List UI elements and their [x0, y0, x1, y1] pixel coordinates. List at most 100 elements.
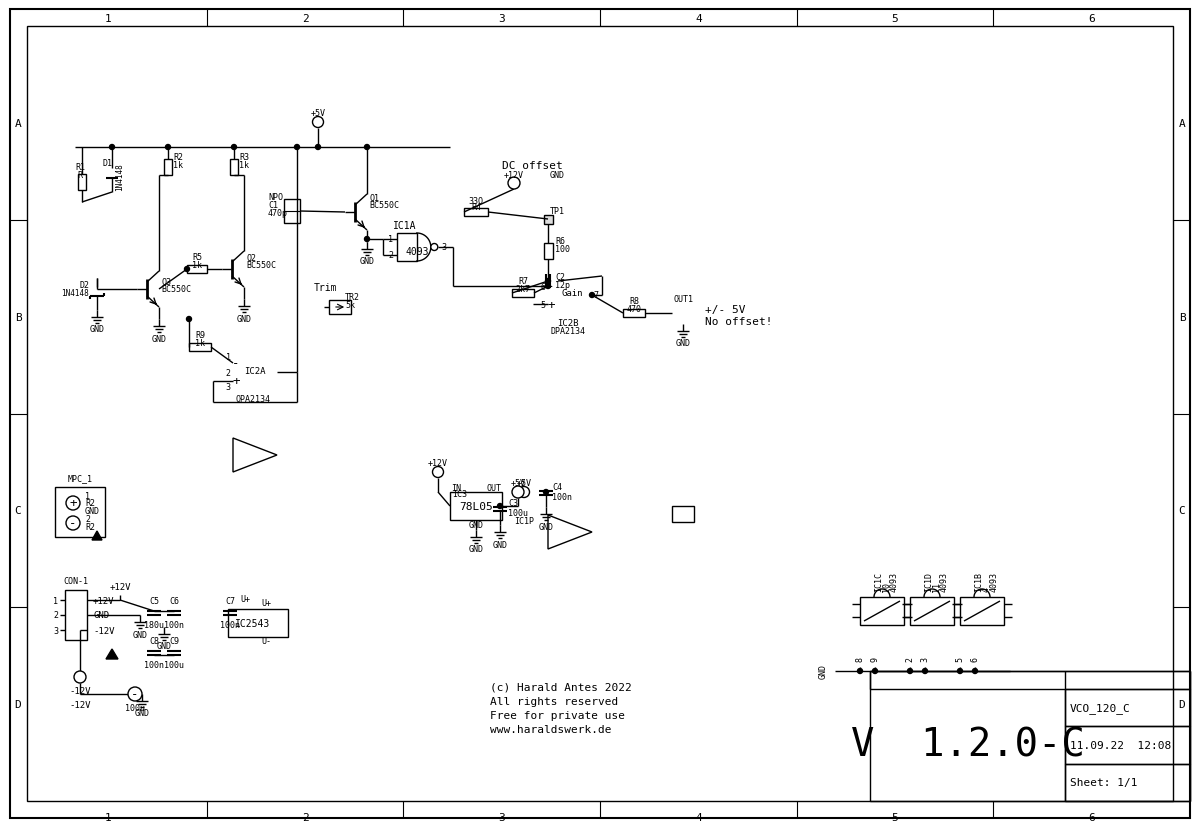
Text: 8: 8	[856, 657, 864, 662]
Circle shape	[431, 244, 438, 251]
Circle shape	[518, 487, 529, 498]
Text: C5: C5	[149, 597, 160, 606]
Bar	[450, 493, 502, 520]
Text: 1N4148: 1N4148	[115, 163, 124, 190]
Text: VCO_120_C: VCO_120_C	[1070, 702, 1130, 713]
Text: +12V: +12V	[504, 171, 524, 180]
Circle shape	[66, 497, 80, 510]
Text: R2: R2	[85, 522, 95, 531]
Bar	[860, 597, 904, 625]
Circle shape	[316, 146, 320, 151]
Circle shape	[923, 669, 928, 674]
Text: -12V: -12V	[94, 626, 114, 635]
Text: C9: C9	[169, 637, 179, 646]
Text: C: C	[1178, 506, 1186, 516]
Bar	[1066, 689, 1190, 726]
Bar	[870, 672, 1190, 801]
Text: 1N4148: 1N4148	[61, 288, 89, 297]
Text: 6: 6	[1088, 812, 1096, 822]
Text: B: B	[1178, 312, 1186, 322]
Text: 11: 11	[932, 581, 941, 591]
Text: IC1C: IC1C	[874, 571, 883, 591]
Bar	[164, 160, 172, 176]
Text: Q1: Q1	[370, 193, 379, 202]
Text: 10: 10	[882, 581, 892, 591]
Text: 5: 5	[955, 657, 965, 662]
Text: NPO: NPO	[268, 193, 283, 202]
Text: +: +	[547, 298, 554, 311]
Text: 470p: 470p	[268, 209, 288, 219]
Bar	[870, 672, 1190, 689]
Text: GND: GND	[550, 171, 564, 180]
Text: 4093: 4093	[940, 571, 949, 591]
Text: 12p: 12p	[556, 282, 570, 290]
Bar	[230, 160, 238, 176]
Text: 2: 2	[85, 514, 90, 522]
Text: MPC_1: MPC_1	[67, 474, 92, 483]
Text: BC550C: BC550C	[246, 261, 276, 270]
Text: -: -	[547, 280, 554, 293]
Text: No offset!: No offset!	[706, 316, 773, 326]
Text: D: D	[1178, 700, 1186, 710]
Text: R2: R2	[173, 153, 184, 162]
Text: U-: U-	[262, 637, 271, 646]
Bar	[65, 590, 88, 640]
Text: -12V: -12V	[70, 700, 91, 710]
Text: GND: GND	[820, 664, 828, 679]
Circle shape	[512, 486, 524, 498]
Text: OPA2134: OPA2134	[235, 394, 270, 403]
Text: R6: R6	[556, 237, 565, 246]
Text: BC550C: BC550C	[370, 201, 400, 210]
Text: 2: 2	[301, 812, 308, 822]
Text: U+: U+	[240, 595, 250, 604]
Text: 2: 2	[301, 14, 308, 24]
Text: C: C	[14, 506, 22, 516]
Text: IC3: IC3	[452, 490, 467, 499]
Text: Sheet: 1/1: Sheet: 1/1	[1070, 777, 1138, 787]
Text: C4: C4	[552, 483, 562, 492]
Circle shape	[546, 279, 551, 284]
Text: +5V: +5V	[510, 479, 526, 488]
Text: OUT1: OUT1	[673, 294, 694, 303]
Text: 3: 3	[442, 243, 446, 253]
Text: DPA2134: DPA2134	[551, 327, 586, 336]
Text: 4093: 4093	[890, 571, 899, 591]
Text: GND: GND	[132, 630, 148, 638]
Text: 9: 9	[870, 657, 880, 662]
Text: R5: R5	[192, 253, 202, 262]
Text: 4: 4	[695, 14, 702, 24]
Circle shape	[858, 669, 863, 674]
Text: C2: C2	[556, 272, 565, 282]
Text: R3: R3	[239, 153, 250, 162]
Text: OUT: OUT	[486, 484, 502, 493]
Text: GND: GND	[539, 522, 553, 531]
Circle shape	[365, 146, 370, 151]
Bar	[544, 216, 553, 224]
Text: -: -	[233, 357, 240, 370]
Text: TR2: TR2	[346, 293, 360, 302]
Text: +12V: +12V	[94, 596, 114, 604]
Circle shape	[109, 146, 114, 151]
Text: GND: GND	[360, 258, 374, 266]
Bar	[544, 243, 552, 260]
Text: C1: C1	[268, 201, 278, 210]
Text: 1: 1	[226, 353, 230, 362]
Bar	[1066, 763, 1190, 801]
Text: 100u: 100u	[125, 704, 145, 713]
Bar	[910, 597, 954, 625]
Text: 1k: 1k	[173, 161, 184, 171]
Text: +/- 5V: +/- 5V	[706, 305, 745, 315]
Text: GND: GND	[134, 709, 150, 718]
Text: 6: 6	[540, 282, 546, 291]
Text: 1: 1	[53, 596, 58, 604]
Text: GND: GND	[236, 314, 252, 323]
Text: +: +	[233, 375, 240, 388]
Text: 3: 3	[498, 14, 505, 24]
Circle shape	[74, 672, 86, 683]
Text: A: A	[14, 118, 22, 128]
Text: 2: 2	[388, 251, 394, 260]
Circle shape	[185, 267, 190, 272]
Text: GND: GND	[90, 325, 104, 334]
Text: 5: 5	[540, 300, 546, 309]
Text: R8: R8	[629, 297, 640, 306]
